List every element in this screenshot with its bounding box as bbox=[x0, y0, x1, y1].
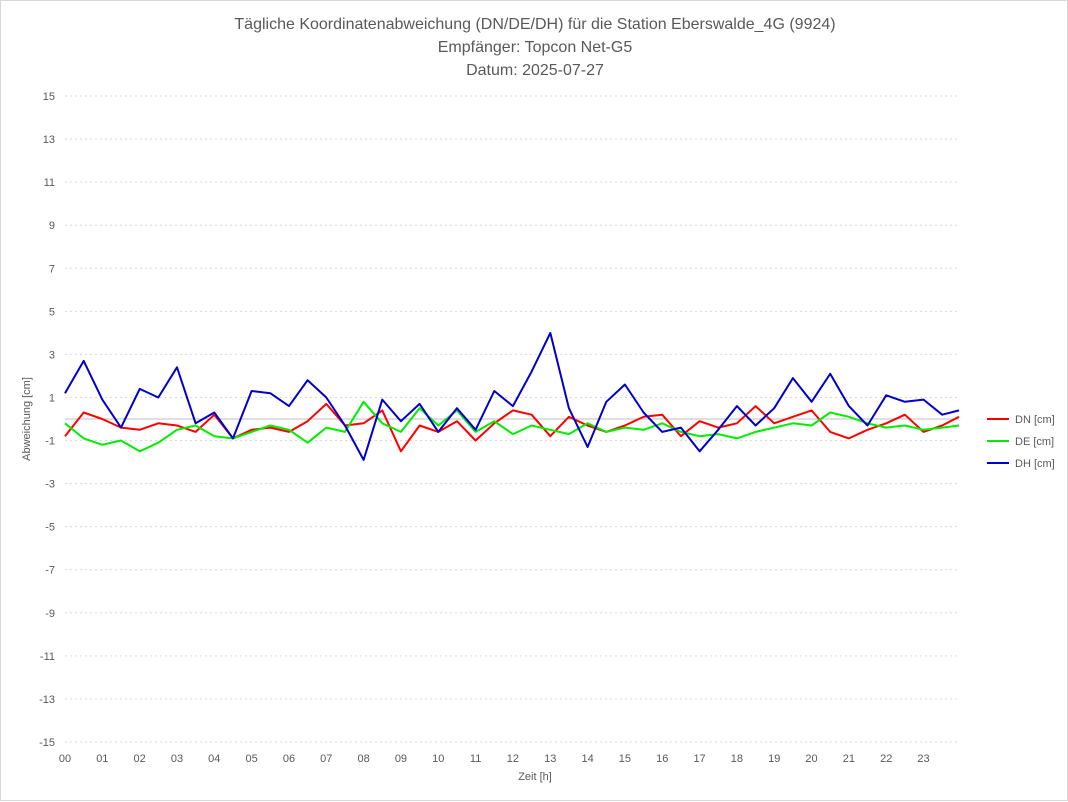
y-axis-label: Abweichung [cm] bbox=[21, 377, 33, 461]
chart-title-block: Tägliche Koordinatenabweichung (DN/DE/DH… bbox=[234, 16, 835, 79]
y-tick-label: 1 bbox=[49, 392, 55, 404]
series-line-dn bbox=[64, 402, 960, 453]
y-tick-label: 5 bbox=[49, 306, 55, 318]
y-tick-label: 7 bbox=[49, 263, 55, 275]
x-tick-label: 07 bbox=[320, 753, 332, 765]
y-tick-label: 11 bbox=[44, 177, 55, 189]
x-tick-label: 05 bbox=[246, 753, 258, 765]
y-tick-label: -9 bbox=[45, 608, 55, 620]
legend-label-de: DE [cm] bbox=[1015, 436, 1054, 448]
x-tick-label: 01 bbox=[96, 753, 108, 765]
x-tick-label: 02 bbox=[134, 753, 146, 765]
x-tick-label: 15 bbox=[619, 753, 631, 765]
y-tick-label: 15 bbox=[43, 91, 55, 103]
x-tick-label: 16 bbox=[656, 753, 668, 765]
x-tick-label: 17 bbox=[693, 753, 705, 765]
y-tick-label: 3 bbox=[49, 349, 55, 361]
y-tick-label: 9 bbox=[49, 220, 55, 232]
x-tick-label: 13 bbox=[544, 753, 556, 765]
x-tick-label: 19 bbox=[768, 753, 780, 765]
x-tick-label: 06 bbox=[283, 753, 295, 765]
y-tick-label: -7 bbox=[45, 565, 55, 577]
x-tick-label: 20 bbox=[805, 753, 817, 765]
x-tick-label: 10 bbox=[432, 753, 444, 765]
x-tick-label: 04 bbox=[208, 753, 220, 765]
x-tick-label: 18 bbox=[731, 753, 743, 765]
x-axis-ticks: 00 01 02 03 04 05 06 07 08 09 10 11 12 13 14 15 16 17 18 19… bbox=[59, 753, 930, 765]
series-lines bbox=[64, 331, 960, 461]
chart-legend: DN [cm] DE [cm] DH [cm] bbox=[987, 414, 1055, 470]
series-line-dh bbox=[64, 331, 960, 461]
y-tick-label: -13 bbox=[39, 694, 55, 706]
x-tick-label: 22 bbox=[880, 753, 892, 765]
chart-title-line-3: Datum: 2025-07-27 bbox=[466, 62, 604, 79]
chart-title-line-1: Tägliche Koordinatenabweichung (DN/DE/DH… bbox=[234, 16, 835, 33]
legend-label-dh: DH [cm] bbox=[1015, 458, 1055, 470]
y-tick-label: -15 bbox=[39, 737, 55, 749]
legend-label-dn: DN [cm] bbox=[1015, 414, 1055, 426]
series-line-de bbox=[64, 400, 960, 453]
grid-lines bbox=[65, 95, 959, 743]
y-axis-ticks: 15 13 11 9 7 5 3 1 -1 -3 -5 -7 -9 -11 -13 -15 bbox=[39, 91, 55, 749]
y-tick-label: -11 bbox=[40, 651, 55, 663]
y-tick-label: -1 bbox=[45, 436, 55, 448]
x-tick-label: 08 bbox=[357, 753, 369, 765]
x-tick-label: 00 bbox=[59, 753, 71, 765]
x-axis-label: Zeit [h] bbox=[518, 771, 552, 783]
x-tick-label: 09 bbox=[395, 753, 407, 765]
y-tick-label: -3 bbox=[45, 479, 55, 491]
y-tick-label: -5 bbox=[45, 522, 55, 534]
x-tick-label: 21 bbox=[843, 753, 855, 765]
x-tick-label: 14 bbox=[581, 753, 593, 765]
x-tick-label: 11 bbox=[470, 753, 481, 765]
chart-title-line-2: Empfänger: Topcon Net-G5 bbox=[438, 39, 633, 56]
x-tick-label: 12 bbox=[507, 753, 519, 765]
x-tick-label: 23 bbox=[917, 753, 929, 765]
y-tick-label: 13 bbox=[43, 134, 55, 146]
x-tick-label: 03 bbox=[171, 753, 183, 765]
